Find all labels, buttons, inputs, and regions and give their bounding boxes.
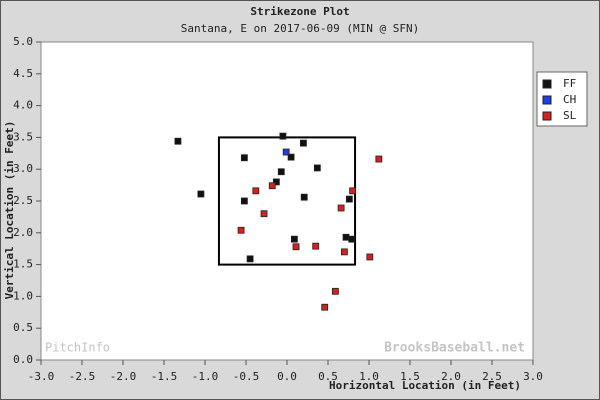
x-tick-label: 2.5 <box>482 370 502 383</box>
y-tick-label: 2.5 <box>13 194 33 207</box>
x-tick-label: -1.0 <box>192 370 219 383</box>
x-tick-label: -1.5 <box>151 370 178 383</box>
pitch-point <box>287 153 295 161</box>
legend-label: CH <box>563 93 576 106</box>
pitch-point <box>366 253 374 261</box>
pitch-point <box>174 137 182 145</box>
y-tick-label: 4.0 <box>13 99 33 112</box>
pitch-point <box>268 182 276 190</box>
pitch-point <box>260 210 268 218</box>
x-tick-label: -0.5 <box>233 370 260 383</box>
pitch-point <box>237 226 245 234</box>
legend-swatch <box>542 111 552 121</box>
plot-area <box>40 41 534 361</box>
x-tick-label: 2.0 <box>441 370 461 383</box>
chart-title: Strikezone Plot <box>250 5 349 18</box>
pitch-point <box>337 204 345 212</box>
x-tick-label: 1.5 <box>400 370 420 383</box>
y-tick-label: 1.0 <box>13 289 33 302</box>
y-tick-label: 0.5 <box>13 321 33 334</box>
pitch-point <box>290 235 298 243</box>
y-tick-label: 2.0 <box>13 226 33 239</box>
y-tick-label: 0.0 <box>13 353 33 366</box>
pitch-point <box>272 178 280 186</box>
pitch-point <box>292 243 300 251</box>
x-axis-label: Horizontal Location (in Feet) <box>329 379 521 392</box>
y-tick-label: 3.0 <box>13 162 33 175</box>
pitch-point <box>240 197 248 205</box>
watermark: BrooksBaseball.net <box>384 341 525 356</box>
pitch-point <box>197 190 205 198</box>
strike-zone <box>217 136 357 266</box>
pitch-point <box>331 287 339 295</box>
legend-label: SL <box>563 109 577 122</box>
pitch-point <box>282 148 290 156</box>
chart-subtitle: Santana, E on 2017-06-09 (MIN @ SFN) <box>181 22 419 35</box>
pitch-point <box>300 193 308 201</box>
y-tick-label: 5.0 <box>13 35 33 48</box>
x-tick-label: -2.5 <box>69 370 96 383</box>
pitch-point <box>375 155 383 163</box>
pitch-point <box>321 303 329 311</box>
x-tick-label: -2.0 <box>110 370 137 383</box>
pitch-point <box>240 154 248 162</box>
pitch-point <box>252 187 260 195</box>
legend-swatch <box>542 79 552 89</box>
x-tick-label: 1.0 <box>359 370 379 383</box>
pitch-point <box>349 187 357 195</box>
y-axis-label: Vertical Location (in Feet) <box>3 121 16 300</box>
pitch-point <box>348 235 356 243</box>
y-tick-label: 4.5 <box>13 67 33 80</box>
pitch-point <box>340 248 348 256</box>
legend-swatch <box>542 95 552 105</box>
watermark: PitchInfo <box>45 341 110 355</box>
pitch-point <box>279 132 287 140</box>
legend-label: FF <box>563 77 576 90</box>
pitch-point <box>277 168 285 176</box>
pitch-point <box>313 164 321 172</box>
pitch-point <box>312 242 320 250</box>
pitch-point <box>246 255 254 263</box>
y-tick-label: 3.5 <box>13 130 33 143</box>
x-tick-label: -3.0 <box>28 370 55 383</box>
pitch-point <box>342 233 350 241</box>
pitch-point <box>299 139 307 147</box>
pitch-point <box>345 195 353 203</box>
x-tick-label: 0.5 <box>318 370 338 383</box>
x-tick-label: 3.0 <box>523 370 543 383</box>
y-tick-label: 1.5 <box>13 258 33 271</box>
x-tick-label: 0.0 <box>277 370 297 383</box>
